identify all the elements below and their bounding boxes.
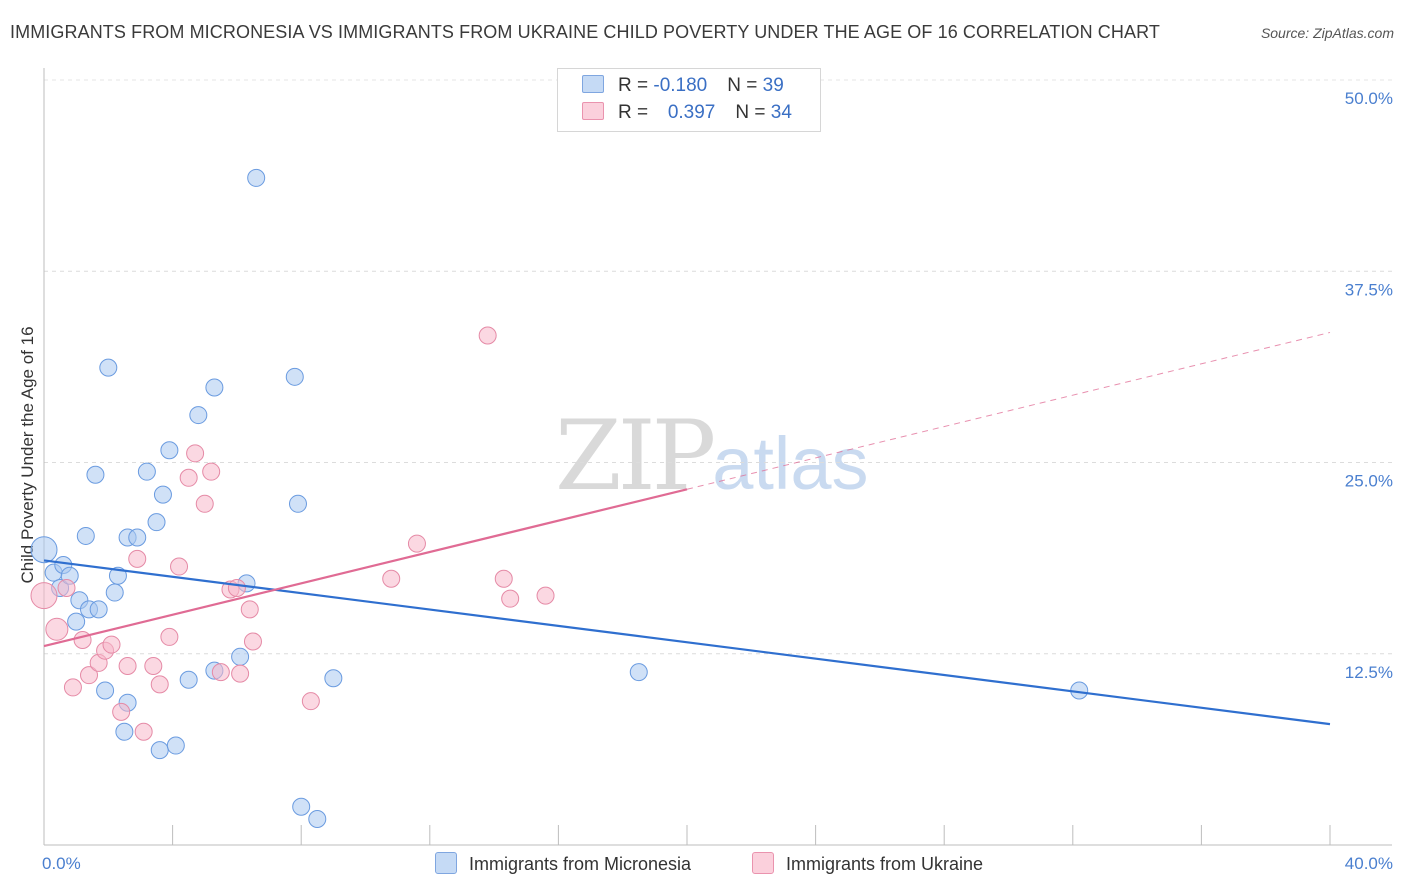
legend-n-value: 34 (770, 102, 792, 123)
y-tick-label: 50.0% (1345, 89, 1393, 108)
point-micronesia (288, 494, 307, 513)
trendline-micronesia (43, 559, 1331, 726)
watermark-zip: ZIP (555, 400, 716, 512)
bottom-legend-label: Immigrants from Micronesia (469, 854, 692, 874)
point-micronesia (629, 663, 648, 682)
point-micronesia (247, 168, 266, 187)
point-micronesia (30, 536, 58, 564)
legend-swatch-micronesia (582, 75, 604, 93)
point-micronesia (89, 600, 108, 619)
watermark-atlas: atlas (712, 422, 869, 505)
point-ukraine (240, 600, 259, 619)
legend-r-value: 0.397 (667, 102, 716, 123)
legend-n-label: N = (727, 75, 763, 96)
point-ukraine (73, 630, 92, 649)
point-micronesia (285, 367, 304, 386)
chart-title: IMMIGRANTS FROM MICRONESIA VS IMMIGRANTS… (10, 22, 1160, 42)
point-ukraine (63, 678, 82, 697)
bottom-legend-micronesia: Immigrants from Micronesia (435, 852, 691, 875)
point-ukraine (407, 534, 426, 553)
bottom-legend-label: Immigrants from Ukraine (786, 854, 984, 874)
point-micronesia (76, 526, 95, 545)
point-ukraine (243, 632, 262, 651)
point-micronesia (115, 722, 134, 741)
point-ukraine (80, 666, 99, 685)
point-micronesia (128, 528, 147, 547)
point-ukraine (179, 468, 198, 487)
point-ukraine (301, 692, 320, 711)
legend-swatch-ukraine (582, 102, 604, 120)
point-ukraine (57, 578, 76, 597)
trendline-ukraine-projection (686, 331, 1331, 490)
point-ukraine (30, 582, 58, 610)
point-micronesia (99, 358, 118, 377)
x-tick-label: 0.0% (42, 854, 81, 873)
correlation-legend: R = -0.180 N = 39 R = 0.397 N = 34 (557, 68, 821, 132)
bottom-legend-swatch-micronesia (435, 852, 457, 874)
point-ukraine (211, 663, 230, 682)
point-ukraine (536, 586, 555, 605)
point-ukraine (382, 569, 401, 588)
bottom-legend-ukraine: Immigrants from Ukraine (752, 852, 983, 875)
point-ukraine (144, 656, 163, 675)
y-tick-label: 37.5% (1345, 280, 1393, 299)
legend-row-micronesia: R = -0.180 N = 39 (582, 75, 784, 97)
point-ukraine (134, 722, 153, 741)
point-ukraine (494, 569, 513, 588)
point-micronesia (231, 647, 250, 666)
x-tick-label: 40.0% (1345, 854, 1393, 873)
point-ukraine (227, 578, 246, 597)
point-micronesia (179, 670, 198, 689)
point-micronesia (324, 669, 343, 688)
point-micronesia (105, 583, 124, 602)
point-micronesia (147, 513, 166, 532)
y-tick-label: 25.0% (1345, 472, 1393, 491)
point-ukraine (45, 617, 69, 641)
point-ukraine (160, 627, 179, 646)
point-ukraine (112, 702, 131, 721)
point-ukraine (501, 589, 520, 608)
point-micronesia (86, 465, 105, 484)
point-micronesia (160, 441, 179, 460)
point-micronesia (292, 797, 311, 816)
point-ukraine (202, 462, 221, 481)
point-ukraine (118, 656, 137, 675)
point-ukraine (102, 635, 121, 654)
point-ukraine (231, 664, 250, 683)
point-micronesia (137, 462, 156, 481)
point-micronesia (153, 485, 172, 504)
legend-n-label: N = (735, 102, 771, 123)
source-label: Source: ZipAtlas.com (1260, 25, 1394, 41)
point-ukraine (150, 675, 169, 694)
watermark: ZIPatlas (555, 400, 869, 512)
point-micronesia (67, 612, 86, 631)
point-micronesia (96, 681, 115, 700)
legend-r-label: R = (618, 102, 654, 123)
point-ukraine (195, 494, 214, 513)
legend-n-value: 39 (762, 75, 784, 96)
bottom-legend-swatch-ukraine (752, 852, 774, 874)
y-tick-label: 12.5% (1345, 663, 1393, 682)
point-ukraine (186, 444, 205, 463)
point-ukraine (128, 549, 147, 568)
point-ukraine (170, 557, 189, 576)
legend-row-ukraine: R = 0.397 N = 34 (582, 102, 792, 124)
point-ukraine (478, 326, 497, 345)
legend-r-label: R = (618, 75, 654, 96)
trendline-ukraine (43, 488, 688, 648)
point-micronesia (205, 378, 224, 397)
point-micronesia (166, 736, 185, 755)
legend-r-value: -0.180 (653, 75, 708, 96)
point-micronesia (308, 809, 327, 828)
point-micronesia (189, 406, 208, 425)
point-micronesia (150, 741, 169, 760)
